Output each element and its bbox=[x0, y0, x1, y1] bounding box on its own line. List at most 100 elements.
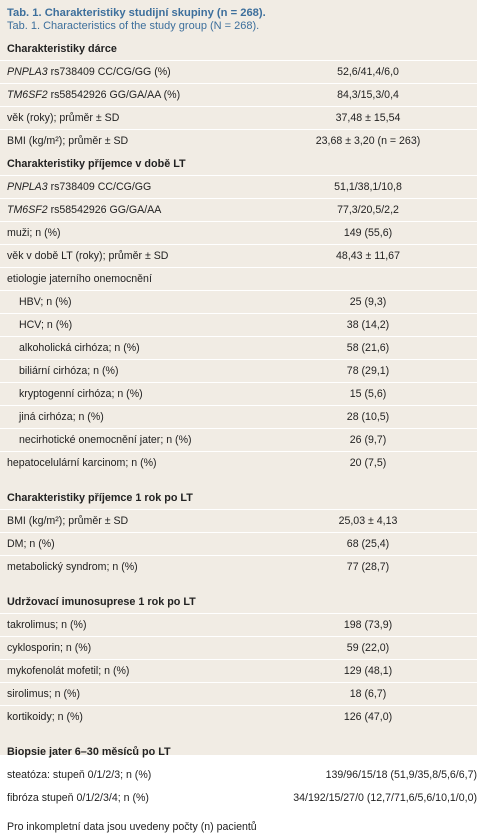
row-label: kryptogenní cirhóza; n (%) bbox=[0, 388, 143, 400]
row-label-text: rs58542926 GG/GA/AA (%) bbox=[47, 89, 181, 101]
row-value-text: 25 (9,3) bbox=[349, 296, 387, 308]
row-label-text: rs738409 CC/CG/GG (%) bbox=[47, 66, 171, 78]
table-row: TM6SF2 rs58542926 GG/GA/AA 77,3/20,5/2,2 bbox=[0, 198, 477, 221]
caption-subtitle: Tab. 1. Characteristics of the study gro… bbox=[7, 20, 260, 32]
section-header-label: Charakteristiky příjemce 1 rok po LT bbox=[7, 491, 193, 504]
gene-name: TM6SF2 bbox=[7, 204, 48, 216]
row-value: 198 (73,9) bbox=[300, 619, 436, 631]
table-row: věk v době LT (roky); průměr ± SD 48,43 ±… bbox=[0, 244, 477, 267]
row-value-text: 23,68 ± 3,20 (n = 263) bbox=[315, 135, 421, 147]
gene-name: TM6SF2 bbox=[7, 89, 48, 101]
row-label: HBV; n (%) bbox=[0, 296, 72, 308]
row-value-text: 78 (29,1) bbox=[346, 365, 390, 377]
row-label: HCV; n (%) bbox=[0, 319, 72, 331]
section-gap bbox=[0, 578, 477, 590]
table-row: PNPLA3 rs738409 CC/CG/GG (%) 52,6/41,4/6,… bbox=[0, 60, 477, 83]
row-value: 20 (7,5) bbox=[300, 457, 436, 469]
row-label: steatóza: stupeň 0/1/2/3; n (%) bbox=[0, 769, 151, 781]
table-row: fibróza stupeň 0/1/2/3/4; n (%) 34/192/15… bbox=[0, 786, 477, 809]
row-label-text: metabolický syndrom; n (%) bbox=[7, 561, 138, 573]
section-header-label: Udržovací imunosuprese 1 rok po LT bbox=[7, 595, 196, 608]
row-label: metabolický syndrom; n (%) bbox=[0, 561, 138, 573]
row-value: 78 (29,1) bbox=[300, 365, 436, 377]
section-header: Udržovací imunosuprese 1 rok po LT bbox=[0, 590, 477, 613]
row-label: alkoholická cirhóza; n (%) bbox=[0, 342, 140, 354]
section-header: Biopsie jater 6–30 měsíců po LT bbox=[0, 740, 477, 763]
table-row: alkoholická cirhóza; n (%) 58 (21,6) bbox=[0, 336, 477, 359]
table-row: TM6SF2 rs58542926 GG/GA/AA (%) 84,3/15,3/… bbox=[0, 83, 477, 106]
gene-name: PNPLA3 bbox=[7, 66, 48, 78]
row-value: 84,3/15,3/0,4 bbox=[300, 89, 436, 101]
row-value-text: 84,3/15,3/0,4 bbox=[337, 89, 399, 101]
row-value-text: 51,1/38,1/10,8 bbox=[334, 181, 402, 193]
row-value-text: 18 (6,7) bbox=[349, 688, 387, 700]
row-label-text: HCV; n (%) bbox=[19, 319, 73, 331]
row-value: 59 (22,0) bbox=[300, 642, 436, 654]
row-label-text: BMI (kg/m²); průměr ± SD bbox=[7, 135, 129, 147]
row-label-text: věk (roky); průměr ± SD bbox=[7, 112, 120, 124]
row-label-text: věk v době LT (roky); průměr ± SD bbox=[7, 250, 169, 262]
row-label: jiná cirhóza; n (%) bbox=[0, 411, 104, 423]
row-label-text: alkoholická cirhóza; n (%) bbox=[19, 342, 140, 354]
row-value: 48,43 ± 11,67 bbox=[300, 250, 436, 262]
section-header: Charakteristiky dárce bbox=[0, 37, 477, 60]
row-label-text: etiologie jaterního onemocnění bbox=[7, 273, 152, 285]
row-value-text: 58 (21,6) bbox=[346, 342, 390, 354]
row-value-text: 28 (10,5) bbox=[346, 411, 390, 423]
row-value-text: 48,43 ± 11,67 bbox=[336, 250, 400, 262]
row-value: 34/192/15/27/0 (12,7/71,6/5,6/10,1/0,0) bbox=[262, 792, 477, 804]
row-label-text: BMI (kg/m²); průměr ± SD bbox=[7, 515, 129, 527]
section-header: Charakteristiky příjemce v době LT bbox=[0, 152, 477, 175]
footnote-gap bbox=[0, 809, 477, 821]
row-value-text: 52,6/41,4/6,0 bbox=[337, 66, 399, 78]
table-body: Charakteristiky dárce PNPLA3 rs738409 CC/… bbox=[0, 37, 477, 833]
row-value: 18 (6,7) bbox=[300, 688, 436, 700]
row-label-text: cyklosporin; n (%) bbox=[7, 642, 92, 654]
row-value-text: 38 (14,2) bbox=[346, 319, 390, 331]
row-value: 23,68 ± 3,20 (n = 263) bbox=[300, 135, 436, 147]
row-label: etiologie jaterního onemocnění bbox=[0, 273, 152, 285]
row-label-text: kortikoidy; n (%) bbox=[7, 711, 83, 723]
row-value-text: 139/96/15/18 (51,9/35,8/5,6/6,7) bbox=[325, 769, 477, 781]
row-value: 51,1/38,1/10,8 bbox=[300, 181, 436, 193]
table-row: BMI (kg/m²); průměr ± SD 23,68 ± 3,20 (n … bbox=[0, 129, 477, 152]
row-value-text: 77,3/20,5/2,2 bbox=[337, 204, 399, 216]
row-label: DM; n (%) bbox=[0, 538, 55, 550]
row-label: kortikoidy; n (%) bbox=[0, 711, 83, 723]
row-label: věk (roky); průměr ± SD bbox=[0, 112, 119, 124]
row-value: 52,6/41,4/6,0 bbox=[300, 66, 436, 78]
table-row: DM; n (%) 68 (25,4) bbox=[0, 532, 477, 555]
gene-name: PNPLA3 bbox=[7, 181, 48, 193]
table-row: takrolimus; n (%) 198 (73,9) bbox=[0, 613, 477, 636]
row-label: sirolimus; n (%) bbox=[0, 688, 80, 700]
row-label: věk v době LT (roky); průměr ± SD bbox=[0, 250, 168, 262]
table-row: PNPLA3 rs738409 CC/CG/GG 51,1/38,1/10,8 bbox=[0, 175, 477, 198]
table-row: věk (roky); průměr ± SD 37,48 ± 15,54 bbox=[0, 106, 477, 129]
row-value-text: 59 (22,0) bbox=[346, 642, 390, 654]
section-header-label: Biopsie jater 6–30 měsíců po LT bbox=[7, 745, 171, 758]
row-label-text: rs738409 CC/CG/GG bbox=[47, 181, 152, 193]
row-value-text: 25,03 ± 4,13 bbox=[338, 515, 398, 527]
row-label-text: rs58542926 GG/GA/AA bbox=[47, 204, 162, 216]
table-row: steatóza: stupeň 0/1/2/3; n (%) 139/96/15… bbox=[0, 763, 477, 786]
table-row: HBV; n (%) 25 (9,3) bbox=[0, 290, 477, 313]
row-value-text: 129 (48,1) bbox=[343, 665, 393, 677]
row-label: takrolimus; n (%) bbox=[0, 619, 86, 631]
row-value-text: 15 (5,6) bbox=[349, 388, 387, 400]
section-gap bbox=[0, 474, 477, 486]
row-label: BMI (kg/m²); průměr ± SD bbox=[0, 515, 128, 527]
row-value: 77 (28,7) bbox=[300, 561, 436, 573]
table-row: kryptogenní cirhóza; n (%) 15 (5,6) bbox=[0, 382, 477, 405]
row-value: 129 (48,1) bbox=[300, 665, 436, 677]
row-label-text: steatóza: stupeň 0/1/2/3; n (%) bbox=[7, 769, 152, 781]
section-header-label: Charakteristiky příjemce v době LT bbox=[7, 157, 186, 170]
row-label: necirhotické onemocnění jater; n (%) bbox=[0, 434, 192, 446]
row-value: 37,48 ± 15,54 bbox=[300, 112, 436, 124]
table-row: BMI (kg/m²); průměr ± SD 25,03 ± 4,13 bbox=[0, 509, 477, 532]
row-value: 68 (25,4) bbox=[300, 538, 436, 550]
row-label: muži; n (%) bbox=[0, 227, 61, 239]
row-label: hepatocelulární karcinom; n (%) bbox=[0, 457, 157, 469]
table-row: jiná cirhóza; n (%) 28 (10,5) bbox=[0, 405, 477, 428]
row-label-text: muži; n (%) bbox=[7, 227, 61, 239]
